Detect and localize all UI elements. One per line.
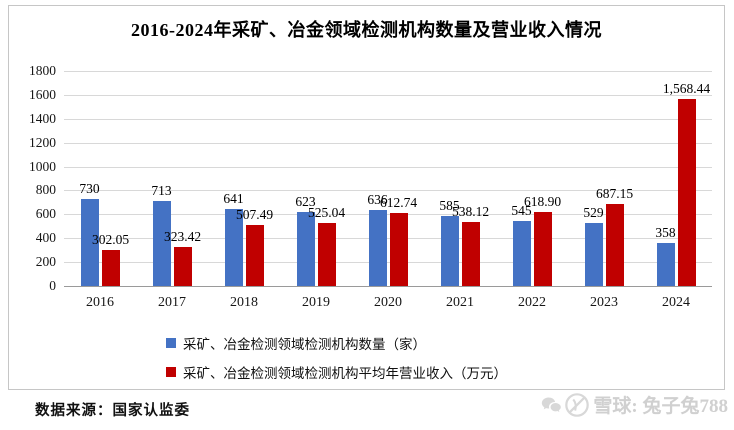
value-label: 618.90 — [523, 194, 562, 210]
chart-title: 2016-2024年采矿、冶金领域检测机构数量及营业收入情况 — [131, 20, 602, 40]
value-label: 612.74 — [379, 194, 418, 210]
value-label: 525.04 — [307, 205, 346, 221]
plot-area: 0 200 400 600 800 1000 1200 1400 1600 1800 730 302.… — [29, 63, 712, 310]
gridline — [64, 118, 712, 120]
y-axis-tick-label: 200 — [35, 254, 56, 270]
watermark: 雪球: 兔子兔788 — [541, 391, 728, 418]
gridline — [64, 214, 712, 216]
data-source-note: 数据来源：国家认监委 — [35, 403, 190, 419]
y-axis-tick-label: 600 — [35, 206, 56, 222]
value-label: 323.42 — [163, 229, 202, 245]
value-label: 713 — [151, 182, 172, 198]
bar: 636 — [367, 192, 388, 286]
bar: 358 — [655, 225, 676, 286]
gridline — [64, 238, 712, 240]
x-axis-tick-label: 2021 — [446, 295, 474, 310]
bar: 623 — [295, 194, 316, 286]
value-label: 538.12 — [451, 203, 490, 219]
value-label: 585 — [439, 198, 460, 214]
bar: 545 — [511, 203, 532, 286]
x-axis-tick-label: 2024 — [662, 295, 690, 310]
bar: 525.04 — [308, 205, 345, 286]
bar: 507.49 — [236, 207, 273, 286]
value-label: 545 — [511, 202, 532, 218]
bar-group-2023: 529 687.15 2023 — [583, 71, 633, 310]
value-label: 1,568.44 — [662, 80, 711, 96]
gridline — [64, 166, 712, 168]
value-label: 623 — [295, 193, 316, 209]
bar-group-2022: 545 618.90 2022 — [511, 71, 561, 310]
value-label: 358 — [655, 225, 676, 241]
legend-swatch-red — [166, 367, 176, 377]
bar-group-2024: 358 1,568.44 2024 — [655, 71, 710, 310]
value-label: 507.49 — [235, 207, 274, 223]
bar-group-2017: 713 323.42 2017 — [151, 71, 201, 310]
bar-group-2019: 623 525.04 2019 — [295, 71, 345, 310]
legend-row-institutions: 采矿、冶金检测领域检测机构数量（家） — [166, 333, 507, 353]
bar: 302.05 — [92, 232, 129, 286]
x-axis-tick-label: 2022 — [518, 295, 546, 310]
watermark-text: 雪球: 兔子兔788 — [593, 396, 728, 417]
gridline — [64, 262, 712, 264]
bar: 641 — [223, 191, 244, 286]
value-label: 302.05 — [91, 231, 130, 247]
x-axis-tick-label: 2016 — [86, 295, 114, 310]
bar: 529 — [583, 205, 604, 286]
value-label: 641 — [223, 191, 244, 207]
y-axis-tick-label: 1200 — [29, 134, 56, 150]
bar-groups: 730 302.05 2016 713 323.42 2017 641 507.49 2018 6… — [64, 71, 712, 310]
x-axis-tick-label: 2017 — [158, 295, 186, 310]
y-axis-tick-label: 1000 — [29, 158, 56, 174]
legend: 采矿、冶金检测领域检测机构数量（家） 采矿、冶金检测领域检测机构平均年营业收入（… — [166, 333, 507, 382]
bar: 323.42 — [164, 229, 201, 286]
bar: 687.15 — [596, 186, 633, 286]
bar: 1,568.44 — [663, 81, 710, 286]
bar: 713 — [151, 183, 172, 286]
value-label: 687.15 — [595, 185, 634, 201]
legend-label-revenue: 采矿、冶金检测领域检测机构平均年营业收入（万元） — [183, 366, 507, 381]
chat-bubble-icon — [541, 395, 562, 415]
y-axis-tick-label: 400 — [35, 230, 56, 246]
value-label: 529 — [583, 204, 604, 220]
y-axis-tick-label: 800 — [35, 182, 56, 198]
bar: 538.12 — [452, 204, 489, 286]
bar-group-2016: 730 302.05 2016 — [79, 71, 129, 310]
bar: 730 — [79, 181, 100, 286]
gridline — [64, 71, 712, 72]
x-axis-tick-label: 2023 — [590, 295, 618, 310]
x-axis-line — [64, 286, 712, 287]
chart-box: 2016-2024年采矿、冶金领域检测机构数量及营业收入情况 0 200 400 60… — [8, 5, 725, 390]
y-axis-tick-label: 1400 — [29, 110, 56, 126]
xueqiu-logo-icon — [564, 392, 590, 418]
y-axis-tick-label: 0 — [49, 278, 56, 293]
bar-group-2018: 641 507.49 2018 — [223, 71, 273, 310]
value-label: 730 — [79, 180, 100, 196]
gridline — [64, 142, 712, 144]
x-axis-tick-label: 2020 — [374, 295, 402, 310]
bar: 585 — [439, 198, 460, 286]
legend-swatch-blue — [166, 338, 176, 348]
gridline — [64, 94, 712, 96]
x-axis-tick-label: 2018 — [230, 295, 258, 310]
bar: 612.74 — [380, 195, 417, 286]
bar-group-2021: 585 538.12 2021 — [439, 71, 489, 310]
legend-row-revenue: 采矿、冶金检测领域检测机构平均年营业收入（万元） — [166, 362, 507, 382]
legend-label-institutions: 采矿、冶金检测领域检测机构数量（家） — [183, 337, 426, 352]
gridline — [64, 190, 712, 192]
value-label: 636 — [367, 192, 388, 208]
bar-group-2020: 636 612.74 2020 — [367, 71, 417, 310]
bar: 618.90 — [524, 194, 561, 286]
y-axis-tick-label: 1800 — [29, 63, 56, 78]
x-axis-tick-label: 2019 — [302, 295, 330, 310]
y-axis-tick-label: 1600 — [29, 86, 56, 102]
